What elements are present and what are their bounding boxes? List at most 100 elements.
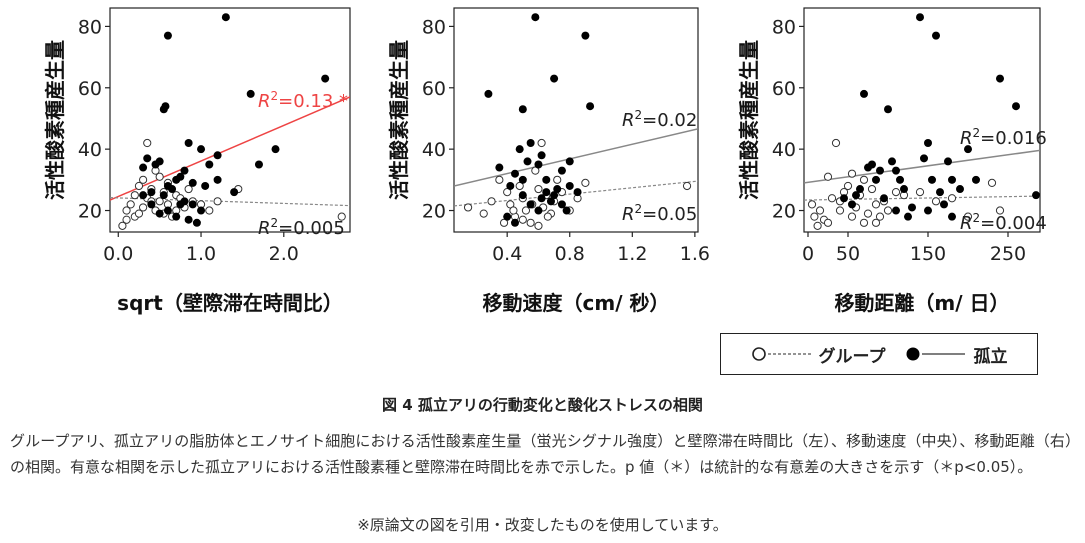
y-tick-label: 20 [78, 201, 102, 223]
isolated-point [892, 166, 900, 175]
isolated-legend-symbol [905, 346, 967, 362]
group-point [118, 221, 127, 230]
group-point [867, 184, 877, 194]
isolated-point [562, 206, 571, 215]
group-point [130, 191, 139, 200]
group-point [859, 175, 869, 184]
y-axis-label: 活性酸素種産生量 [737, 40, 761, 200]
group-point [995, 206, 1005, 215]
isolated-point [896, 175, 904, 184]
isolated-point [972, 175, 980, 184]
isolated-point [892, 206, 900, 215]
group-point [871, 200, 881, 209]
group-point [810, 212, 819, 221]
isolated-point [848, 200, 856, 209]
isolated-point [964, 145, 972, 154]
isolated-point [537, 194, 546, 203]
isolated-fit-line [454, 128, 698, 187]
isolated-point [503, 212, 512, 221]
isolated-point [1032, 191, 1040, 200]
group-point [534, 221, 543, 230]
isolated-point [557, 166, 566, 175]
y-tick-label: 60 [78, 78, 102, 100]
x-axis-label: 移動速度（cm/ 秒） [483, 291, 670, 315]
isolated-point [872, 175, 880, 184]
group-point [213, 197, 222, 206]
isolated-point [565, 157, 574, 166]
chart-panel-3: 20 40 60 80 0 50 150 250 移動距離（m/ 日） 活性酸素種産生量 R2=0.… [737, 7, 1047, 315]
group-point [337, 212, 346, 221]
isolated-point [184, 139, 193, 148]
group-point [835, 206, 845, 215]
r2-annotation: R2=0.05 [622, 202, 697, 225]
isolated-point [944, 157, 952, 166]
isolated-point [147, 188, 156, 197]
plot-frame [453, 7, 699, 233]
group-point [155, 172, 164, 181]
group-point [843, 181, 853, 191]
group-point [823, 172, 833, 181]
isolated-point [155, 209, 164, 218]
isolated-point [495, 163, 504, 172]
y-tick-label: 40 [422, 139, 446, 161]
figure-charts: 20 40 60 80 0.0 1.0 2.0 sqrt（壁際滞在時間比） 活性酸素種産生量 R2… [43, 7, 1047, 315]
isolated-point [856, 185, 864, 194]
isolated-point [948, 175, 956, 184]
isolated-point [201, 181, 210, 190]
r2-annotation: R2=0.13 * [258, 89, 348, 112]
y-axis-label: 活性酸素種産生量 [43, 40, 67, 200]
isolated-point [192, 218, 201, 227]
isolated-point [155, 157, 164, 166]
r2-annotation: R2=0.005 [258, 216, 345, 239]
group-fit-line [804, 195, 1040, 201]
y-tick-label: 40 [78, 139, 102, 161]
isolated-point [940, 200, 948, 209]
group-point [515, 181, 524, 191]
isolated-point [197, 145, 206, 154]
isolated-point [876, 166, 884, 175]
group-point [875, 212, 885, 221]
isolated-point [550, 191, 559, 200]
x-tick-label: 0 [802, 243, 814, 265]
isolated-point [900, 185, 908, 194]
isolated-point [213, 175, 222, 184]
isolated-point [515, 145, 524, 154]
isolated-point [840, 194, 848, 203]
group-point [963, 212, 973, 221]
isolated-point [932, 31, 940, 40]
isolated-point [221, 13, 230, 22]
group-legend-symbol [751, 346, 813, 362]
figure-caption: グループアリ、孤立アリの脂肪体とエノサイト細胞における活性酸素産生量（蛍光シグナ… [10, 432, 1080, 476]
plot-frame [803, 7, 1041, 233]
x-tick-label: 0.4 [492, 243, 522, 265]
isolated-point [184, 215, 193, 224]
group-point [947, 194, 957, 203]
figure-title: 図 4 孤立アリの行動変化と酸化ストレスの相関 [382, 396, 703, 414]
group-point [553, 175, 562, 184]
isolated-point [956, 185, 964, 194]
isolated-point [868, 160, 876, 169]
group-point [863, 209, 873, 218]
group-point [495, 175, 504, 184]
x-axis-label: sqrt（壁際滞在時間比） [117, 291, 343, 315]
isolated-point [230, 188, 239, 197]
group-point [531, 166, 540, 175]
group-point [134, 209, 144, 218]
isolated-point [573, 188, 582, 197]
group-point [859, 218, 869, 227]
x-tick-label: 250 [990, 243, 1026, 265]
isolated-point [523, 157, 532, 166]
isolated-point [880, 194, 888, 203]
x-tick-label: 2.0 [269, 243, 299, 265]
isolated-point [163, 181, 172, 190]
group-point [823, 218, 833, 227]
group-point [126, 200, 135, 209]
isolated-point [924, 206, 932, 215]
group-point [987, 178, 997, 188]
isolated-point [511, 218, 519, 227]
isolated-point [518, 191, 527, 200]
group-legend-label: グループ [818, 346, 886, 367]
x-tick-label: 1.2 [617, 243, 647, 265]
isolated-point [553, 185, 562, 194]
isolated-point [537, 151, 546, 160]
